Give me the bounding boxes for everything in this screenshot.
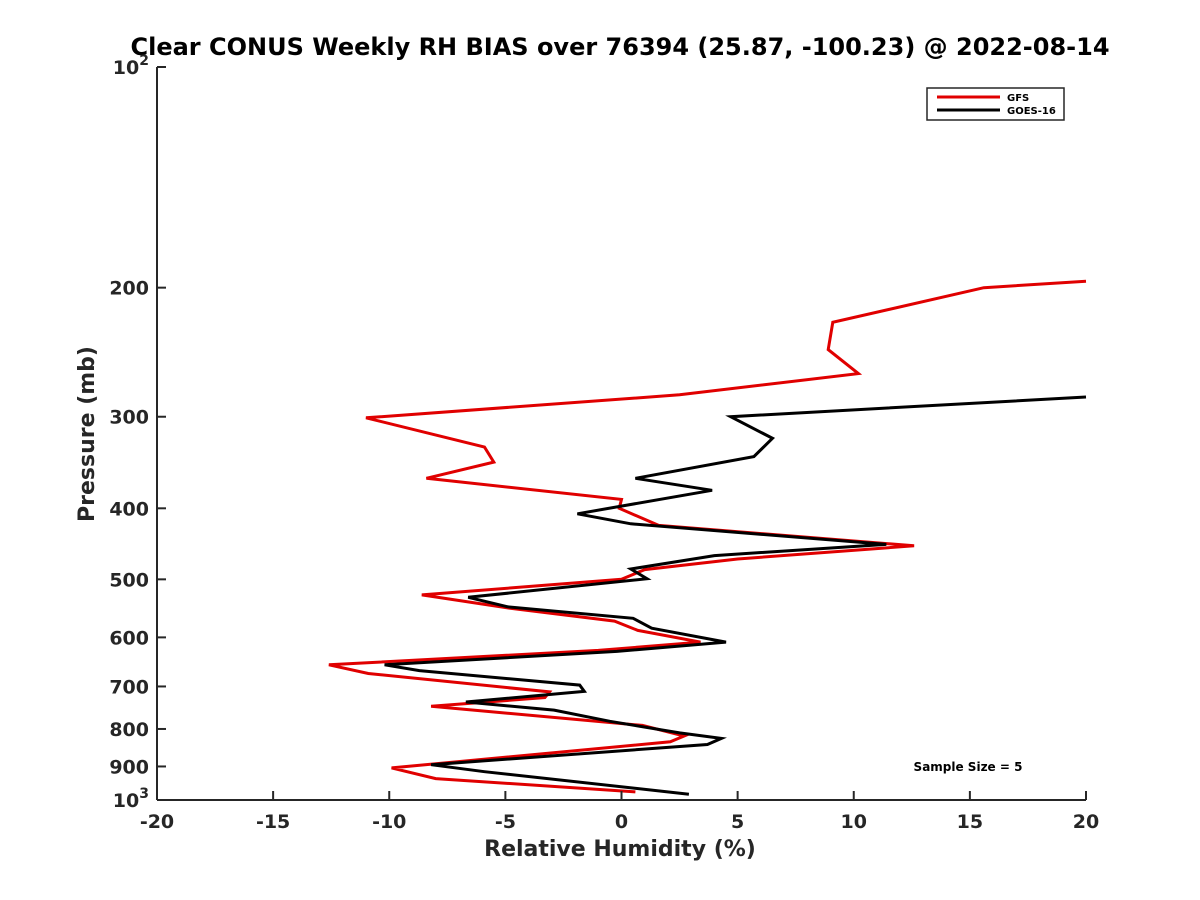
y-tick-exponent: 2 [139,53,149,69]
y-tick-label: 200 [109,278,149,300]
y-tick-label: 600 [109,627,149,649]
legend-label-goes16: GOES-16 [1007,106,1056,117]
legend-box [926,87,1065,121]
legend: GFS GOES-16 [926,87,1065,121]
y-tick-label: 300 [109,407,149,429]
x-tick-label: -10 [372,811,406,833]
x-tick-label: -20 [140,811,174,833]
y-tick-label: 700 [109,676,149,698]
chart-title: Clear CONUS Weekly RH BIAS over 76394 (2… [130,33,1109,61]
y-tick-label: 400 [109,498,149,520]
x-tick-label: 15 [957,811,983,833]
x-tick-label: 0 [615,811,628,833]
y-tick-label: 103 [113,786,149,812]
x-tick-label: 20 [1073,811,1099,833]
y-tick-label: 900 [109,756,149,778]
sample-size-annotation: Sample Size = 5 [914,760,1023,774]
y-tick-label: 500 [109,569,149,591]
x-tick-label: -15 [256,811,290,833]
plot-area: -20 -15 -10 -5 0 5 10 15 20 102 200 300 400 500 600 700… [109,53,1099,833]
y-tick-label: 800 [109,719,149,741]
x-tick-label: -5 [495,811,516,833]
y-axis-label: Pressure (mb) [75,346,100,522]
x-tick-label: 5 [731,811,744,833]
y-tick-exponent: 3 [139,786,149,802]
series-line-gfs [328,279,1087,794]
series-line-goes-16 [384,395,1087,796]
x-tick-label: 10 [841,811,867,833]
x-axis-label: Relative Humidity (%) [484,837,756,862]
legend-label-gfs: GFS [1007,93,1029,104]
y-tick-label: 102 [113,53,149,79]
